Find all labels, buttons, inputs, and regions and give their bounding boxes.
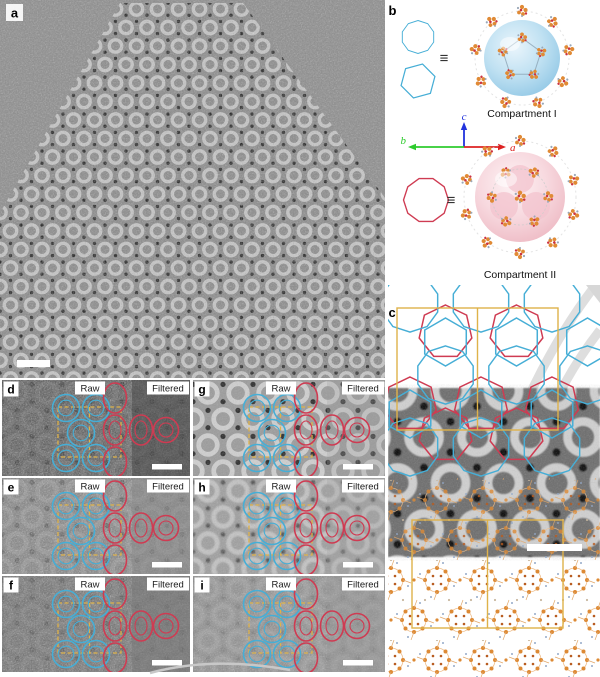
compartment1-label: Compartment I [487,108,556,120]
filtered-label: Filtered [347,580,379,591]
framework-model [388,557,600,677]
panel-a-letter-box [6,4,23,21]
watermark-curve [149,662,291,675]
raw-label: Raw [271,482,290,493]
panel-h: h Raw Filtered [193,478,385,574]
compartment2-cage-symbol [398,171,454,229]
panel-a-letter: a [11,6,19,21]
panel-a-tem-image: a [0,0,385,378]
panel-b-letter: b [389,3,397,18]
raw-label: Raw [271,384,290,395]
filtered-label: Filtered [152,580,184,591]
filtered-label: Filtered [347,384,379,395]
scale-bar-a [17,360,50,367]
compartment2-label: Compartment II [484,269,556,281]
compartment2-model [459,134,581,260]
axis-c-label: c [462,111,467,123]
panel-e: e Raw Filtered [2,478,190,574]
equivalence-symbol-2: ≡ [447,192,456,209]
panel-f: f Raw Filtered [2,576,190,672]
unit-cell-bottom [411,519,564,629]
raw-label: Raw [80,482,99,493]
panel-d: d Raw Filtered [2,380,190,476]
panel-e-letter: e [8,481,15,495]
compartment1-cage-symbols [398,20,438,103]
panel-g-letter: g [198,383,205,397]
panel-h-letter: h [198,481,205,495]
filtered-label: Filtered [152,482,184,493]
filtered-label: Filtered [347,482,379,493]
panel-c-letter: c [389,305,396,320]
panel-b-structure-diagram: b ≡ Compartment I c [389,3,581,281]
panel-c-overlay-diagram: c [388,285,600,677]
compartment1-sphere [484,20,560,96]
raw-label: Raw [80,384,99,395]
scale-bar-c [527,544,582,551]
framework-model-overlay [388,478,600,557]
unit-cell-top [396,307,559,431]
raw-label: Raw [80,580,99,591]
panel-d-letter: d [7,383,14,397]
panel-f-letter: f [9,579,14,593]
equivalence-symbol-1: ≡ [440,50,449,67]
panel-g: g Raw Filtered [193,380,385,476]
axis-b-label: b [401,135,407,147]
panel-i-letter: i [200,579,203,593]
panel-i: i Raw Filtered [193,576,385,672]
raw-label: Raw [271,580,290,591]
filtered-label: Filtered [152,384,184,395]
compartment1-model [468,4,576,110]
axis-a-label: a [510,142,516,154]
